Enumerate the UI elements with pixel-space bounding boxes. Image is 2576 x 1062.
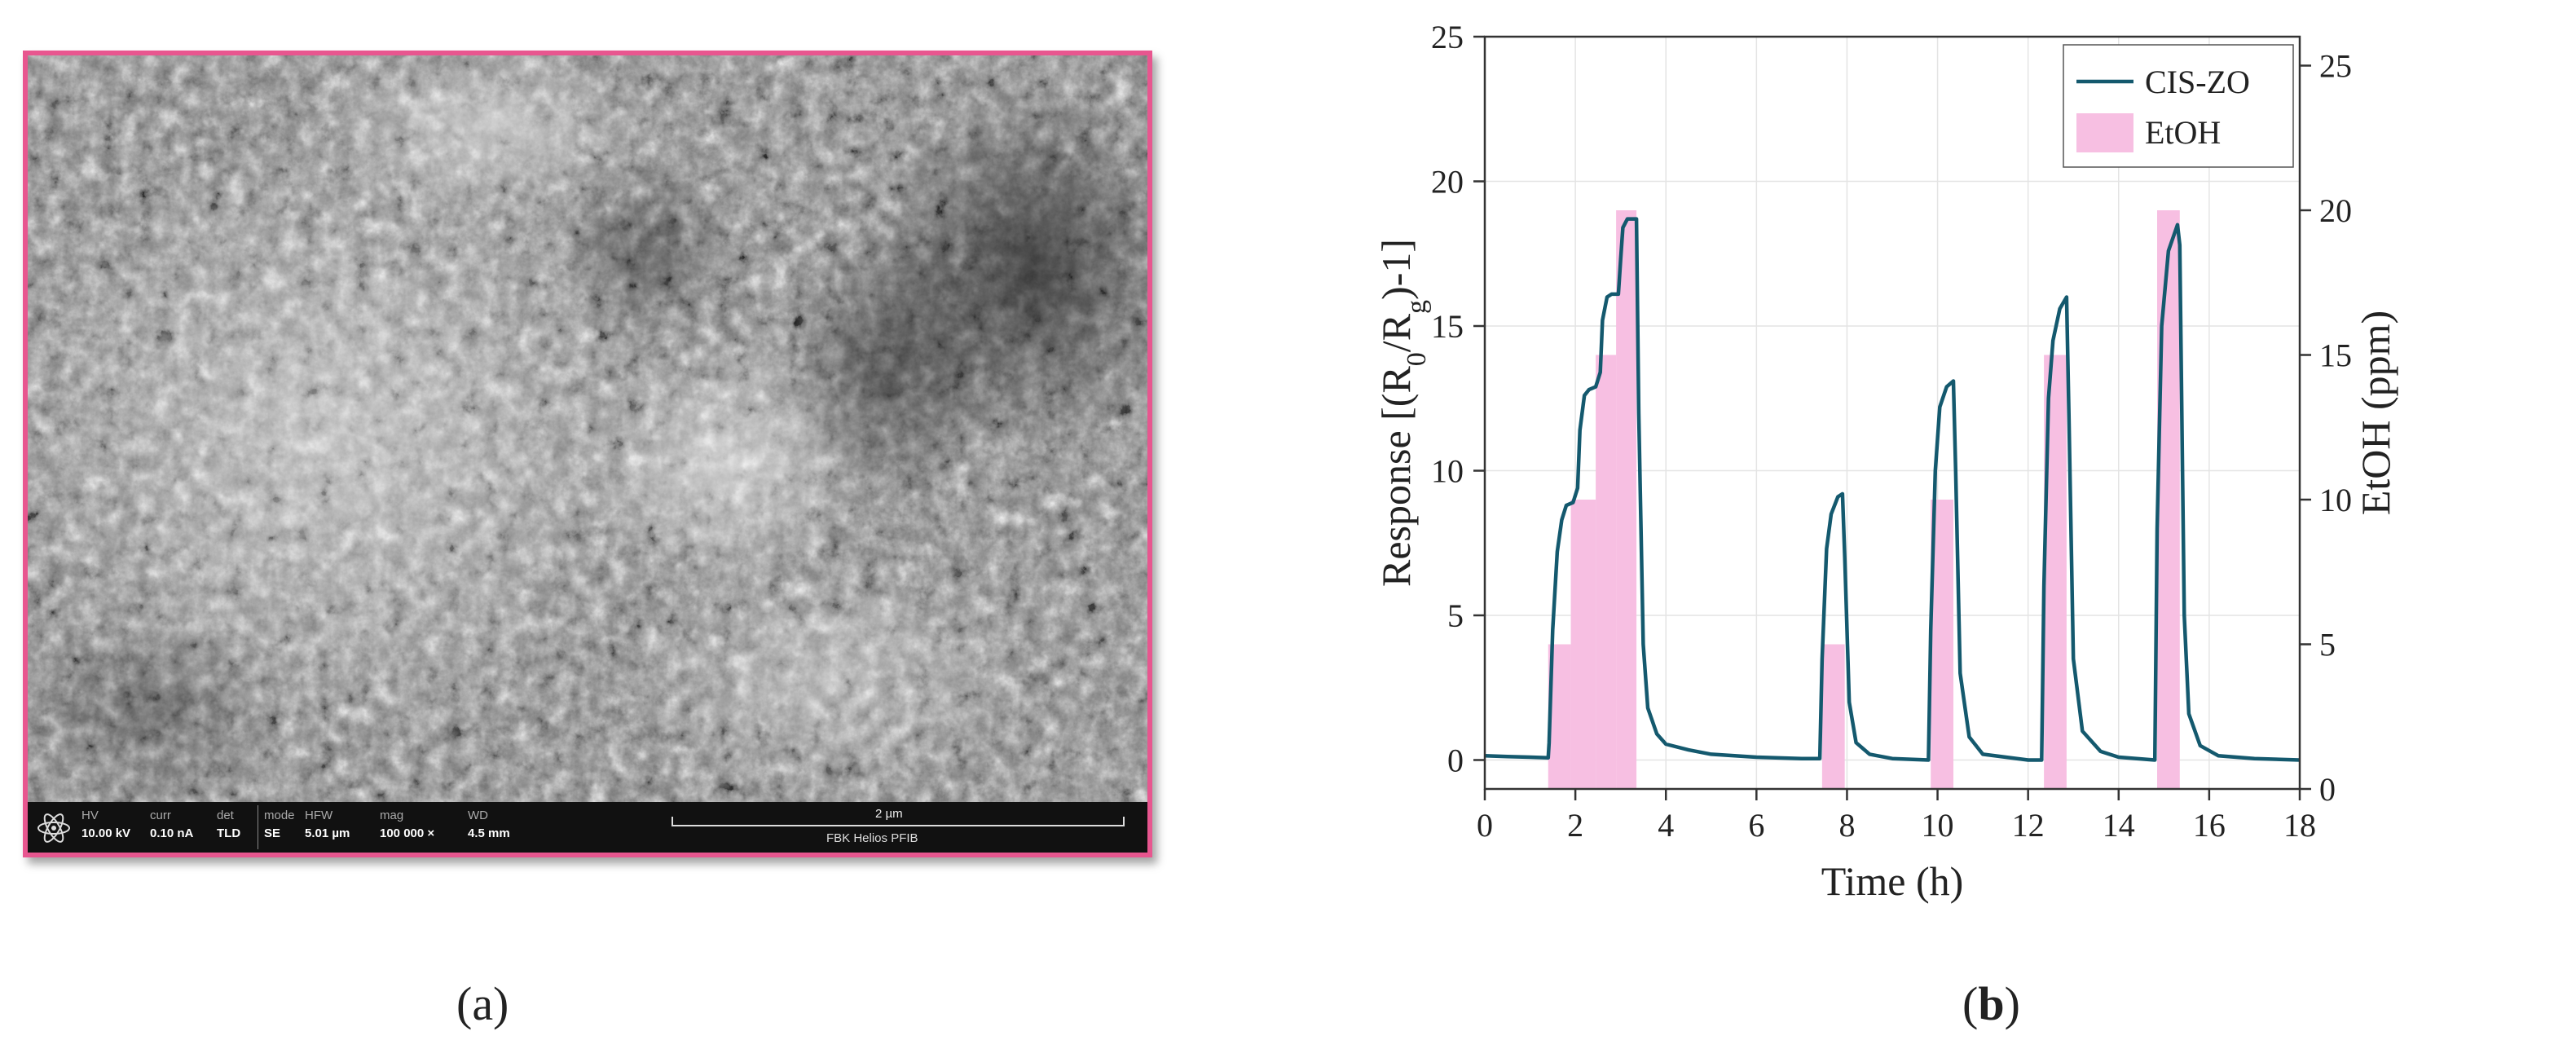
mode-value: SE bbox=[264, 826, 281, 840]
det-label: det bbox=[217, 809, 234, 822]
response-line-layer bbox=[1484, 217, 2301, 762]
y-tick-label: 15 bbox=[1431, 308, 1464, 345]
mag-label: mag bbox=[380, 809, 404, 822]
wd-label: WD bbox=[468, 809, 488, 822]
etoh-bar bbox=[1596, 355, 1617, 789]
curr-value: 0.10 nA bbox=[150, 826, 194, 840]
y-tick-label: 0 bbox=[1447, 743, 1464, 779]
scale-bar bbox=[672, 817, 1125, 826]
y-tick-label: 10 bbox=[1431, 453, 1464, 490]
mag-value: 100 000 × bbox=[380, 826, 435, 840]
x-tick-label: 0 bbox=[1477, 807, 1493, 844]
x-tick-label: 4 bbox=[1658, 807, 1674, 844]
curr-label: curr bbox=[150, 809, 171, 822]
caption-a: (a) bbox=[456, 977, 509, 1030]
mode-label: mode bbox=[264, 809, 295, 822]
x-tick-label: 2 bbox=[1567, 807, 1583, 844]
wd-value: 4.5 mm bbox=[468, 826, 510, 840]
y-tick-label: 25 bbox=[1431, 19, 1464, 55]
y2-axis-label: EtOH (ppm) bbox=[2353, 311, 2398, 515]
y2-tick-label: 25 bbox=[2319, 48, 2352, 85]
sem-micrograph-image bbox=[28, 55, 1147, 802]
atom-logo-icon bbox=[37, 813, 70, 843]
etoh-bar bbox=[2157, 210, 2180, 789]
x-tick-label: 18 bbox=[2283, 807, 2316, 844]
x-tick-label: 14 bbox=[2103, 807, 2135, 844]
y-tick-label: 5 bbox=[1447, 597, 1464, 634]
x-tick-label: 8 bbox=[1838, 807, 1855, 844]
y2-tick-label: 5 bbox=[2319, 627, 2336, 663]
x-axis-label: Time (h) bbox=[1821, 858, 1964, 904]
x-tick-label: 12 bbox=[2012, 807, 2045, 844]
y2-tick-label: 0 bbox=[2319, 771, 2336, 808]
etoh-bar bbox=[1570, 500, 1596, 789]
instrument-label: FBK Helios PFIB bbox=[826, 831, 918, 845]
hfw-label: HFW bbox=[305, 809, 333, 822]
sem-image-panel: HV 10.00 kV curr 0.10 nA det TLD mode SE HFW… bbox=[23, 51, 1152, 857]
y-tick-label: 20 bbox=[1431, 164, 1464, 201]
hv-label: HV bbox=[81, 809, 99, 822]
sem-info-bar: HV 10.00 kV curr 0.10 nA det TLD mode SE HFW… bbox=[28, 802, 1147, 853]
etoh-bars bbox=[1548, 210, 2180, 789]
caption-b: (b) bbox=[1962, 977, 2020, 1030]
det-value: TLD bbox=[217, 826, 241, 840]
scale-label: 2 µm bbox=[872, 807, 906, 821]
etoh-bar bbox=[1821, 644, 1845, 789]
hfw-value: 5.01 µm bbox=[305, 826, 350, 840]
etoh-bar bbox=[1616, 210, 1637, 789]
legend: CIS-ZO EtOH bbox=[2063, 44, 2294, 168]
caption-b-text: b bbox=[1978, 977, 2005, 1030]
y-axis-label: Response [(R0/Rg)-1] bbox=[1373, 239, 1432, 587]
hv-value: 10.00 kV bbox=[81, 826, 131, 840]
legend-label-cis-zo: CIS-ZO bbox=[2145, 64, 2250, 100]
y2-tick-label: 10 bbox=[2319, 482, 2352, 518]
plot-frame bbox=[1483, 35, 2301, 791]
legend-label-etoh: EtOH bbox=[2145, 114, 2221, 151]
y2-tick-label: 15 bbox=[2319, 337, 2352, 374]
y2-tick-label: 20 bbox=[2319, 192, 2352, 229]
x-tick-label: 16 bbox=[2193, 807, 2226, 844]
legend-swatch-bar bbox=[2076, 113, 2133, 152]
cis-zo-line bbox=[1484, 217, 2301, 762]
x-tick-label: 6 bbox=[1748, 807, 1764, 844]
x-tick-label: 10 bbox=[1922, 807, 1954, 844]
